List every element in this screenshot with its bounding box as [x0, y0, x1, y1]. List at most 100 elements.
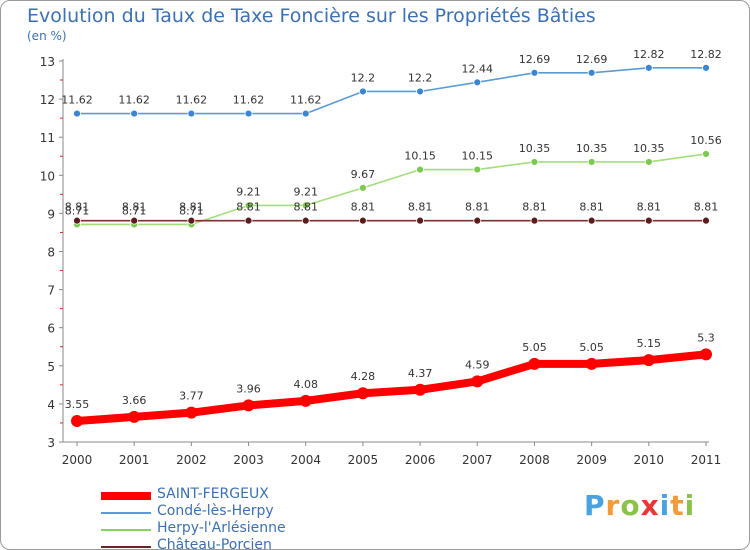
legend-item: Herpy-l'Arlésienne [101, 520, 401, 537]
data-point [530, 68, 539, 77]
data-label: 8.81 [465, 201, 490, 214]
x-tick-label: 2009 [576, 453, 607, 467]
x-tick-label: 2001 [119, 453, 150, 467]
y-tick-label: 9 [47, 207, 55, 221]
data-label: 8.71 [122, 204, 147, 217]
data-label: 4.59 [465, 358, 490, 371]
data-point [471, 375, 484, 388]
data-point [359, 216, 367, 225]
series-line [76, 153, 707, 226]
data-point [356, 387, 369, 400]
data-label: 10.15 [404, 150, 436, 163]
data-point [644, 216, 653, 225]
data-label: 4.37 [408, 367, 433, 380]
series-line [76, 67, 707, 115]
data-point [73, 109, 81, 118]
data-label: 11.62 [290, 94, 322, 107]
x-tick-label: 2011 [691, 453, 722, 467]
data-label: 8.71 [65, 204, 90, 217]
data-point [359, 183, 367, 192]
data-label: 9.21 [236, 185, 261, 198]
data-point [301, 216, 310, 225]
data-label: 8.81 [236, 201, 261, 214]
series-3: 8.81 8.81 8.81 8.81 8.81 8.81 8.81 8.81 8.81 8.81… [65, 201, 718, 225]
x-tick-label: 2010 [634, 453, 665, 467]
legend-item: Château-Porcien [101, 537, 401, 549]
data-label: 10.35 [576, 142, 608, 155]
data-point [242, 399, 255, 412]
data-point [414, 383, 427, 396]
y-tick-label: 11 [40, 131, 55, 145]
data-label: 12.82 [690, 48, 722, 61]
logo-letter: x [640, 489, 660, 522]
legend-label: SAINT-FERGEUX [157, 486, 269, 502]
x-tick-label: 2005 [348, 453, 379, 467]
x-tick-label: 2006 [405, 453, 436, 467]
data-label: 10.15 [462, 150, 494, 163]
data-label: 11.62 [233, 94, 265, 107]
data-label: 4.28 [351, 370, 376, 383]
data-label: 4.08 [293, 378, 318, 391]
data-label: 3.77 [179, 390, 204, 403]
data-point [702, 216, 710, 225]
data-label: 8.81 [179, 201, 204, 214]
series-line [73, 350, 710, 426]
data-label: 12.69 [519, 53, 551, 66]
data-point [301, 109, 310, 118]
data-point [416, 87, 424, 96]
data-label: 8.81 [408, 201, 433, 214]
y-tick-label: 4 [47, 398, 55, 412]
data-label: 3.96 [236, 382, 261, 395]
y-tick-label: 5 [47, 360, 55, 374]
series-2: 8.71 8.71 8.71 9.21 9.21 9.67 10.15 10.15 10.35 1… [65, 134, 722, 229]
data-point [587, 216, 596, 225]
series-layer: 11.62 11.62 11.62 11.62 11.62 12.2 12.2 12.44 12… [61, 48, 722, 428]
data-label: 5.3 [697, 331, 715, 344]
data-label: 8.81 [65, 201, 90, 214]
logo-letter: t [670, 489, 685, 522]
data-point [301, 201, 310, 210]
data-label: 8.81 [122, 201, 147, 214]
data-point [530, 158, 539, 166]
y-tick-label: 7 [47, 284, 55, 298]
y-tick-label: 6 [47, 322, 55, 336]
legend-swatch [101, 546, 151, 548]
data-label: 12.69 [576, 53, 608, 66]
data-label: 8.71 [179, 204, 204, 217]
legend-swatch [101, 492, 151, 500]
proxiti-logo: Proxiti [584, 489, 695, 522]
x-tick-label: 2003 [233, 453, 264, 467]
y-unit-label: (en %) [27, 29, 67, 43]
data-label: 8.81 [351, 201, 376, 214]
data-label: 11.62 [118, 94, 150, 107]
legend-swatch [101, 529, 151, 531]
series-0: 3.55 3.66 3.77 3.96 4.08 4.28 4.37 4.59 5.05 5.05… [65, 331, 715, 428]
x-tick-label: 2002 [176, 453, 207, 467]
data-label: 10.35 [633, 142, 665, 155]
data-point [587, 68, 596, 77]
data-point [642, 354, 655, 367]
data-label: 9.21 [293, 185, 318, 198]
data-point [585, 357, 598, 370]
data-point [530, 216, 539, 225]
data-label: 8.81 [293, 201, 318, 214]
data-label: 8.81 [637, 201, 662, 214]
data-label: 12.2 [351, 71, 376, 84]
data-point [128, 410, 141, 423]
data-label: 8.81 [579, 201, 604, 214]
data-label: 12.44 [462, 62, 494, 75]
data-point [130, 216, 139, 225]
data-point [185, 406, 198, 419]
x-tick-label: 2007 [462, 453, 493, 467]
data-label: 5.05 [579, 341, 604, 354]
data-point [73, 216, 81, 225]
data-point [244, 216, 253, 225]
legend-label: Herpy-l'Arlésienne [157, 520, 286, 536]
x-tick-label: 2000 [62, 453, 93, 467]
logo-letter: o [620, 489, 641, 522]
data-point [187, 109, 196, 118]
data-label: 5.05 [522, 341, 547, 354]
data-label: 10.56 [690, 134, 722, 147]
data-point [244, 201, 253, 210]
